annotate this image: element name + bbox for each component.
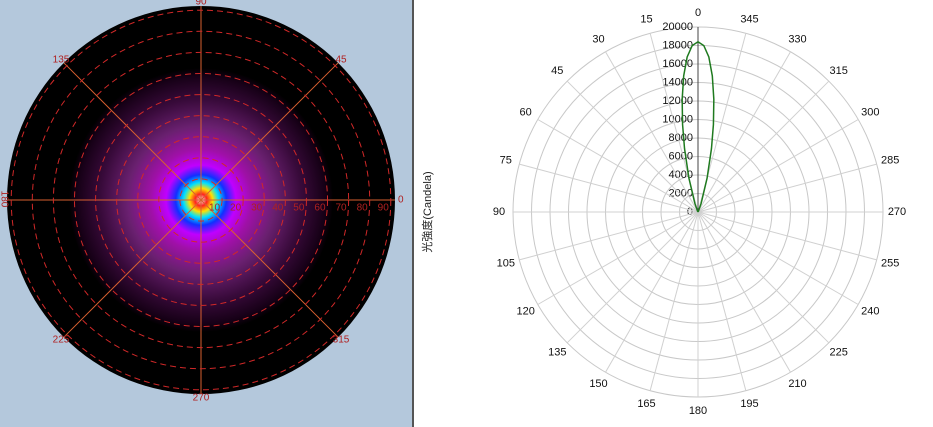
spoke [697, 51, 791, 213]
spoke [697, 211, 830, 344]
ring [10, 9, 392, 391]
angle-label: 240 [861, 305, 879, 317]
spoke [649, 211, 699, 391]
spoke [605, 51, 699, 213]
angle-label: 165 [637, 398, 655, 410]
spoke [519, 211, 699, 261]
angle-label: 45 [551, 65, 563, 77]
ring-label: 40 [272, 203, 284, 214]
spoke [63, 199, 202, 338]
ring [52, 51, 350, 349]
angle-label: 270 [888, 206, 906, 218]
ring [179, 178, 223, 222]
ring-label: 20 [230, 203, 242, 214]
ring-label: 80 [357, 203, 369, 214]
ring [116, 115, 286, 285]
spoke [697, 119, 859, 213]
r-tick-label: 10000 [662, 113, 693, 125]
ring-label: 60 [314, 203, 326, 214]
ring-label: 70 [335, 203, 347, 214]
angle-label: 120 [516, 305, 534, 317]
angle-label: 300 [861, 106, 879, 118]
angle-label: 225 [830, 347, 848, 359]
angle-label: 180 [0, 191, 9, 208]
spoke [566, 80, 699, 213]
ring [158, 157, 244, 243]
spoke [537, 211, 699, 305]
spoke [697, 211, 747, 391]
angle-label: 285 [881, 154, 899, 166]
angle-label: 180 [689, 405, 707, 417]
angle-label: 270 [193, 393, 210, 404]
angle-label: 225 [53, 335, 70, 346]
y-axis-label: 光強度(Candela) [420, 171, 434, 252]
angle-label: 30 [592, 34, 604, 46]
ring [31, 30, 371, 370]
spoke [200, 199, 339, 338]
ring-label: 50 [293, 203, 305, 214]
r-tick-label: 6000 [669, 150, 693, 162]
ring-label: 90 [378, 203, 390, 214]
angle-label: 75 [500, 154, 512, 166]
separator [412, 0, 414, 427]
r-tick-label: 16000 [662, 58, 693, 70]
spoke [537, 119, 699, 213]
angle-label: 255 [881, 257, 899, 269]
angle-label: 150 [589, 378, 607, 390]
angle-label: 195 [740, 398, 758, 410]
angle-label: 345 [740, 14, 758, 26]
angle-label: 330 [788, 34, 806, 46]
angle-label: 105 [497, 257, 515, 269]
angle-label: 135 [53, 55, 70, 66]
spoke [697, 211, 859, 305]
r-tick-label: 20000 [662, 21, 693, 33]
series-line [681, 40, 715, 213]
angle-label: 315 [333, 335, 350, 346]
angle-label: 135 [548, 347, 566, 359]
angle-label: 60 [520, 106, 532, 118]
r-tick-label: 2000 [669, 187, 693, 199]
angle-label: 0 [695, 7, 701, 19]
angle-label: 90 [195, 0, 207, 8]
r-tick-label: 18000 [662, 39, 693, 51]
ring [137, 136, 265, 264]
spoke [566, 211, 699, 344]
spoke [605, 211, 699, 373]
angle-label: 0 [398, 195, 404, 206]
r-tick-label: 8000 [669, 132, 693, 144]
angle-label: 15 [640, 14, 652, 26]
angle-label: 90 [493, 206, 505, 218]
angle-label: 45 [335, 55, 347, 66]
angle-label: 210 [788, 378, 806, 390]
ring-label: 10 [209, 203, 221, 214]
ring [73, 72, 329, 328]
spoke [200, 62, 339, 201]
r-tick-label: 12000 [662, 95, 693, 107]
spoke [697, 163, 877, 213]
spoke [697, 211, 877, 261]
r-tick-label: 14000 [662, 76, 693, 88]
ring [95, 94, 307, 306]
spoke [697, 211, 791, 373]
ring-label: 30 [251, 203, 263, 214]
spoke [519, 163, 699, 213]
spoke [697, 80, 830, 213]
spoke [63, 62, 202, 201]
angle-label: 315 [830, 65, 848, 77]
